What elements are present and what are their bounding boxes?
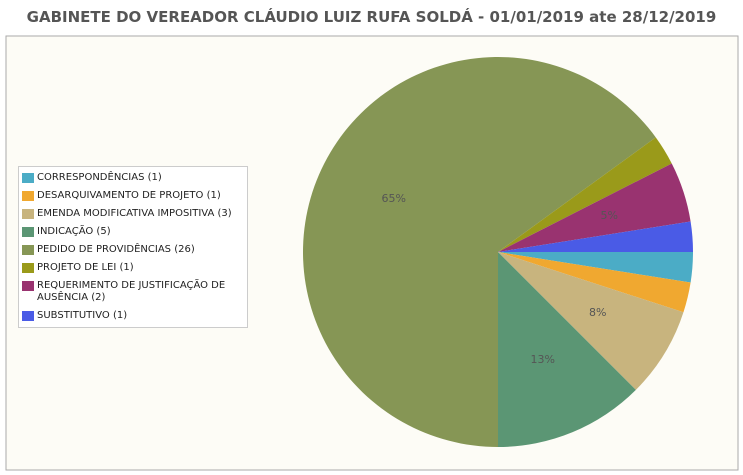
pie-slice	[498, 221, 693, 252]
legend-swatch	[22, 173, 34, 183]
slice-label: 65%	[382, 192, 406, 205]
legend-label: PROJETO DE LEI (1)	[37, 262, 134, 273]
legend-swatch	[22, 227, 34, 237]
legend-item: EMENDA MODIFICATIVA IMPOSITIVA (3)	[19, 205, 247, 223]
legend-item: CORRESPONDÊNCIAS (1)	[19, 169, 247, 187]
slice-label: 5%	[601, 209, 618, 222]
legend-label: INDICAÇÃO (5)	[37, 226, 111, 237]
chart-title: GABINETE DO VEREADOR CLÁUDIO LUIZ RUFA S…	[26, 8, 717, 26]
legend-label: EMENDA MODIFICATIVA IMPOSITIVA (3)	[37, 208, 232, 219]
legend-item: REQUERIMENTO DE JUSTIFICAÇÃO DE AUSÊNCIA…	[19, 277, 247, 307]
slice-label: 8%	[589, 306, 606, 319]
legend-item: DESARQUIVAMENTO DE PROJETO (1)	[19, 187, 247, 205]
legend-item: SUBSTITUTIVO (1)	[19, 307, 247, 325]
pie: 8% 13% 65% 5%	[303, 57, 693, 448]
pie-slice	[498, 252, 636, 447]
pie-slice	[303, 57, 656, 448]
pie-slice	[498, 252, 684, 390]
pie-slice	[498, 252, 693, 283]
legend-label: PEDIDO DE PROVIDÊNCIAS (26)	[37, 244, 195, 255]
legend-item: INDICAÇÃO (5)	[19, 223, 247, 241]
legend-swatch	[22, 281, 34, 291]
legend-label: CORRESPONDÊNCIAS (1)	[37, 172, 162, 183]
legend-swatch	[22, 245, 34, 255]
pie-slice	[498, 137, 672, 252]
legend-label: SUBSTITUTIVO (1)	[37, 310, 128, 321]
legend-item: PROJETO DE LEI (1)	[19, 259, 247, 277]
legend-swatch	[22, 263, 34, 273]
legend-swatch	[22, 209, 34, 219]
legend-swatch	[22, 311, 34, 321]
legend: CORRESPONDÊNCIAS (1) DESARQUIVAMENTO DE P…	[18, 166, 248, 328]
legend-swatch	[22, 191, 34, 201]
legend-label: REQUERIMENTO DE JUSTIFICAÇÃO DE AUSÊNCIA…	[37, 280, 226, 303]
pie-slice	[498, 252, 691, 313]
pie-slice	[498, 163, 691, 252]
legend-item: PEDIDO DE PROVIDÊNCIAS (26)	[19, 241, 247, 259]
slice-label: 13%	[531, 353, 555, 366]
legend-label: DESARQUIVAMENTO DE PROJETO (1)	[37, 190, 221, 201]
